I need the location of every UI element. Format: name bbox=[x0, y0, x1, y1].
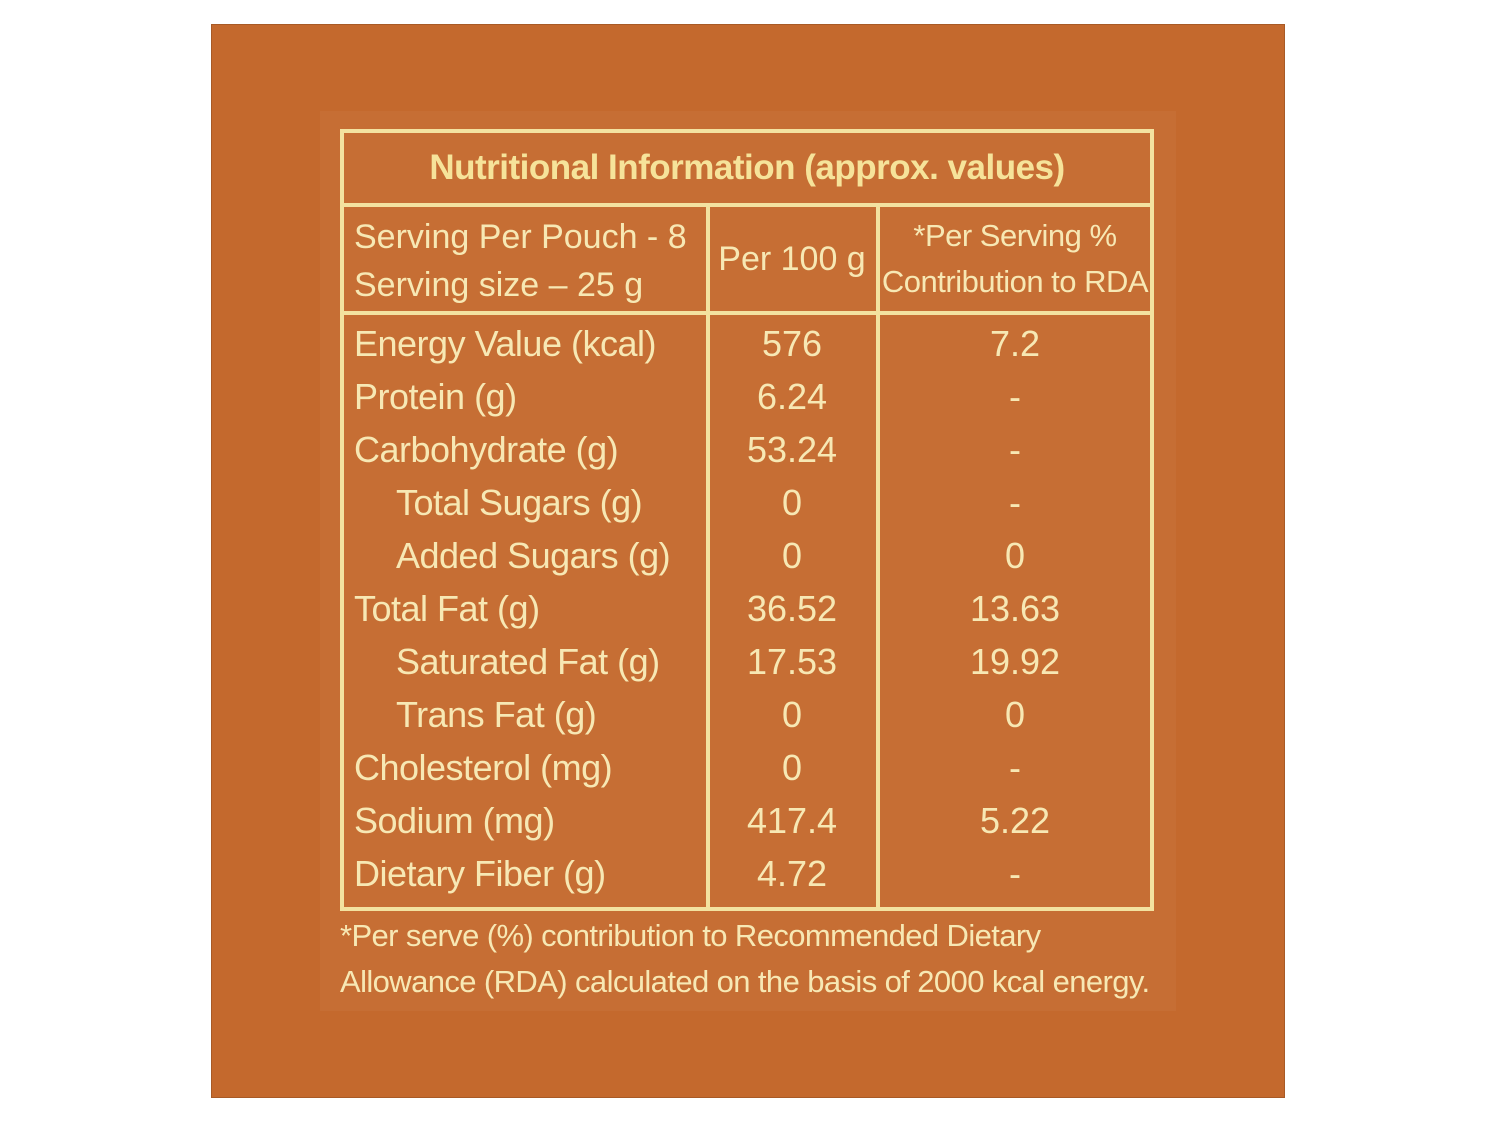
table-row: Carbohydrate (g) 53.24 - bbox=[344, 423, 1150, 476]
rda-value: - bbox=[1009, 376, 1021, 417]
nutrient-name: Saturated Fat (g) bbox=[396, 641, 660, 682]
serving-header: Serving Per Pouch - 8 Serving size – 25 … bbox=[354, 207, 704, 317]
rda-value: - bbox=[1009, 482, 1021, 523]
nutrient-name: Trans Fat (g) bbox=[396, 694, 597, 735]
rda-header: *Per Serving % Contribution to RDA bbox=[880, 207, 1150, 317]
per-100g-header: Per 100 g bbox=[718, 240, 866, 278]
table-row: Sodium (mg) 417.4 5.22 bbox=[344, 794, 1150, 847]
table-row: Total Sugars (g) 0 - bbox=[344, 476, 1150, 529]
rda-value: 7.2 bbox=[989, 323, 1041, 364]
nutrient-name: Sodium (mg) bbox=[354, 800, 555, 841]
per-100g-value: 4.72 bbox=[756, 853, 828, 894]
rda-value: 19.92 bbox=[969, 641, 1061, 682]
nutrient-rows: Energy Value (kcal) 576 7.2 Protein (g) … bbox=[344, 317, 1150, 900]
per-100g-value: 0 bbox=[781, 747, 803, 788]
rda-value: - bbox=[1009, 747, 1021, 788]
per-100g-value: 576 bbox=[761, 323, 823, 364]
per-100g-value: 6.24 bbox=[756, 376, 828, 417]
rda-value: 5.22 bbox=[979, 800, 1051, 841]
nutrient-name: Total Sugars (g) bbox=[396, 482, 643, 523]
rda-header-line1: *Per Serving % bbox=[913, 218, 1117, 253]
nutrient-name: Cholesterol (mg) bbox=[354, 747, 613, 788]
table-row: Saturated Fat (g) 17.53 19.92 bbox=[344, 635, 1150, 688]
footnote-line: *Per serve (%) contribution to Recommend… bbox=[340, 918, 1041, 953]
table-row: Cholesterol (mg) 0 - bbox=[344, 741, 1150, 794]
table-row: Dietary Fiber (g) 4.72 - bbox=[344, 847, 1150, 900]
nutrient-name: Added Sugars (g) bbox=[396, 535, 671, 576]
per-100g-value: 17.53 bbox=[746, 641, 838, 682]
nutrition-table: Nutritional Information (approx. values)… bbox=[340, 129, 1154, 911]
column-divider bbox=[876, 207, 880, 907]
table-title: Nutritional Information (approx. values) bbox=[344, 133, 1150, 207]
table-row: Energy Value (kcal) 576 7.2 bbox=[344, 317, 1150, 370]
table-row: Added Sugars (g) 0 0 bbox=[344, 529, 1150, 582]
table-row: Protein (g) 6.24 - bbox=[344, 370, 1150, 423]
nutrient-name: Total Fat (g) bbox=[354, 588, 540, 629]
header-divider bbox=[344, 311, 1150, 315]
rda-value: 13.63 bbox=[969, 588, 1061, 629]
per-100g-value: 53.24 bbox=[746, 429, 838, 470]
table-row: Total Fat (g) 36.52 13.63 bbox=[344, 582, 1150, 635]
rda-footnote: *Per serve (%) contribution to Recommend… bbox=[340, 913, 1170, 1005]
table-row: Trans Fat (g) 0 0 bbox=[344, 688, 1150, 741]
nutrient-name: Carbohydrate (g) bbox=[354, 429, 619, 470]
rda-value: - bbox=[1009, 429, 1021, 470]
per-100g-value: 0 bbox=[781, 535, 803, 576]
column-divider bbox=[706, 207, 710, 907]
rda-value: 0 bbox=[1004, 535, 1026, 576]
nutrient-name: Dietary Fiber (g) bbox=[354, 853, 606, 894]
label-background bbox=[320, 111, 1176, 1011]
serving-per-pouch: Serving Per Pouch - 8 bbox=[354, 218, 687, 256]
per-100g-value: 36.52 bbox=[746, 588, 838, 629]
rda-value: - bbox=[1009, 853, 1021, 894]
per-100g-value: 0 bbox=[781, 694, 803, 735]
serving-size: Serving size – 25 g bbox=[354, 266, 644, 304]
footnote-line: Allowance (RDA) calculated on the basis … bbox=[340, 964, 1150, 999]
nutrient-name: Energy Value (kcal) bbox=[354, 323, 656, 364]
per-100g-value: 0 bbox=[781, 482, 803, 523]
rda-value: 0 bbox=[1004, 694, 1026, 735]
label-panel: Nutritional Information (approx. values)… bbox=[211, 24, 1285, 1098]
rda-header-line2: Contribution to RDA bbox=[881, 264, 1149, 299]
per-100g-value: 417.4 bbox=[746, 800, 838, 841]
nutrient-name: Protein (g) bbox=[354, 376, 517, 417]
